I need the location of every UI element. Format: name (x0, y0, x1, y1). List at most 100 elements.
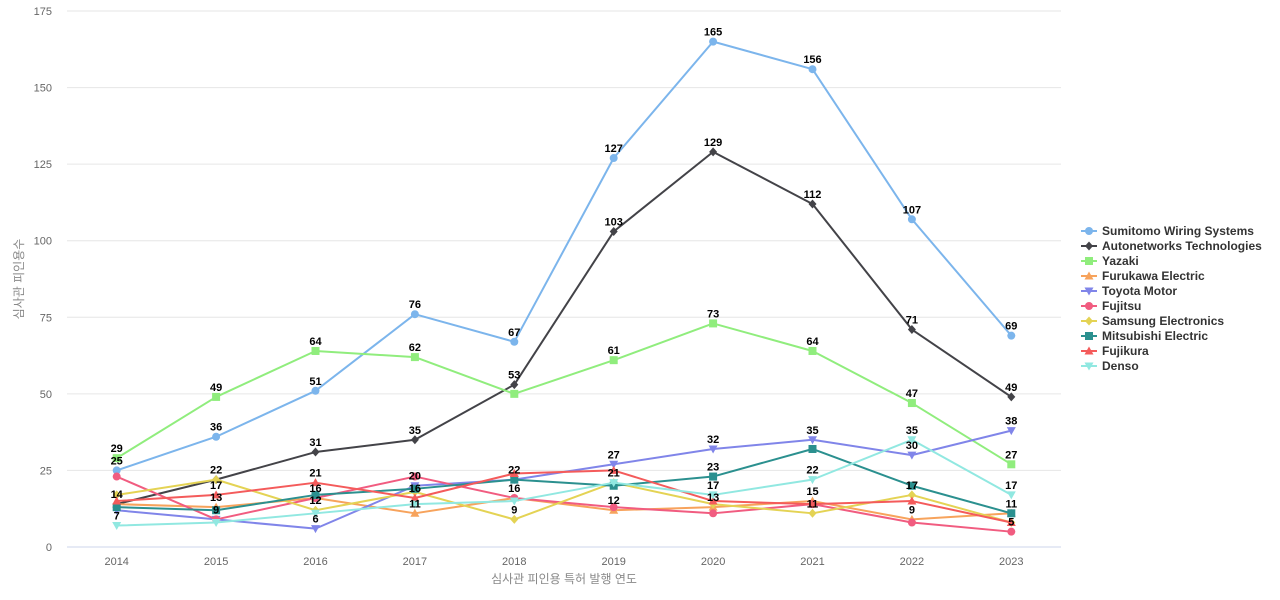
data-point (410, 472, 419, 481)
data-label: 103 (605, 217, 623, 229)
y-tick-label: 125 (34, 159, 52, 171)
data-point (609, 227, 618, 237)
legend-marker (1085, 257, 1093, 265)
data-point (609, 465, 619, 474)
data-label: 12 (608, 495, 620, 507)
data-point (907, 215, 916, 224)
data-label: 71 (906, 315, 918, 327)
data-point (112, 496, 122, 505)
data-point (808, 436, 817, 445)
data-point (709, 319, 718, 328)
data-label: 35 (806, 425, 818, 437)
data-point (510, 380, 519, 390)
legend-item[interactable]: Toyota Motor (1081, 284, 1177, 298)
data-point (112, 466, 121, 475)
series-line (116, 150, 1012, 506)
data-label: 31 (309, 437, 321, 449)
legend-item[interactable]: Fujikura (1081, 344, 1149, 358)
data-point (709, 472, 718, 481)
data-point (410, 493, 420, 502)
data-point (609, 356, 618, 365)
data-labels: 2925147493622171396451312116126766235201… (111, 27, 1018, 529)
y-tick-label: 50 (40, 389, 52, 401)
data-point (907, 490, 916, 500)
data-point (212, 475, 221, 485)
data-point (907, 399, 916, 408)
data-point (509, 468, 519, 477)
data-label: 27 (608, 449, 620, 461)
legend-item[interactable]: Mitsubishi Electric (1081, 329, 1208, 343)
data-point (509, 497, 519, 506)
data-label: 17 (1005, 480, 1017, 492)
legend-label: Denso (1102, 359, 1139, 373)
data-label: 7 (114, 511, 120, 523)
legend-marker (1084, 362, 1094, 371)
x-tick-label: 2022 (900, 556, 924, 568)
legend-marker (1084, 271, 1094, 280)
data-label: 13 (210, 492, 222, 504)
legend-item[interactable]: Furukawa Electric (1081, 269, 1205, 283)
x-tick-label: 2018 (502, 556, 526, 568)
data-point (808, 499, 817, 508)
series-2 (112, 319, 1016, 469)
legend-item[interactable]: Sumitomo Wiring Systems (1081, 224, 1254, 238)
y-axis-title: 심사관 피인용수 (12, 239, 26, 320)
data-point (609, 503, 618, 512)
legend-item[interactable]: Fujitsu (1081, 299, 1141, 313)
data-point (709, 147, 718, 157)
legend-marker (1085, 316, 1093, 326)
data-point (907, 325, 916, 335)
data-point (609, 479, 619, 488)
data-label: 9 (909, 504, 915, 516)
legend-item[interactable]: Samsung Electronics (1081, 314, 1224, 328)
data-point (808, 508, 817, 518)
series-9 (112, 436, 1016, 531)
data-label: 14 (111, 489, 124, 501)
y-tick-label: 150 (34, 83, 52, 95)
series-line (116, 478, 1012, 524)
data-point (808, 444, 817, 453)
data-label: 53 (508, 370, 520, 382)
data-point (410, 353, 419, 362)
series-1 (112, 147, 1016, 509)
data-point (311, 386, 320, 395)
data-point (609, 460, 619, 469)
data-label: 21 (309, 468, 321, 480)
data-point (808, 476, 817, 485)
data-label: 16 (309, 483, 321, 495)
legend-item[interactable]: Denso (1081, 359, 1139, 373)
data-label: 73 (707, 308, 719, 320)
series-lines (112, 37, 1016, 536)
legend-item[interactable]: Autonetworks Technologies (1081, 239, 1262, 253)
legend-label: Autonetworks Technologies (1102, 239, 1262, 253)
data-point (410, 484, 419, 493)
legend-item[interactable]: Yazaki (1081, 254, 1139, 268)
data-label: 20 (409, 471, 421, 483)
data-point (907, 436, 917, 445)
data-label: 67 (508, 327, 520, 339)
data-point (112, 490, 121, 500)
data-point (1006, 491, 1016, 500)
data-label: 107 (903, 204, 921, 216)
data-point (1007, 460, 1016, 469)
data-point (212, 432, 221, 441)
data-label: 5 (1008, 517, 1014, 529)
data-point (808, 65, 817, 74)
series-7 (112, 444, 1016, 518)
legend-marker (1085, 302, 1093, 310)
data-label: 36 (210, 422, 222, 434)
data-point (410, 310, 419, 319)
y-tick-label: 100 (34, 236, 52, 248)
y-tick-label: 25 (40, 465, 52, 477)
x-tick-label: 2019 (601, 556, 625, 568)
data-point (510, 389, 519, 398)
data-label: 22 (210, 465, 222, 477)
data-label: 9 (213, 504, 219, 516)
data-label: 12 (309, 495, 321, 507)
data-label: 49 (1005, 382, 1017, 394)
series-line (116, 469, 1012, 524)
data-label: 17 (906, 480, 918, 492)
data-label: 61 (608, 345, 620, 357)
